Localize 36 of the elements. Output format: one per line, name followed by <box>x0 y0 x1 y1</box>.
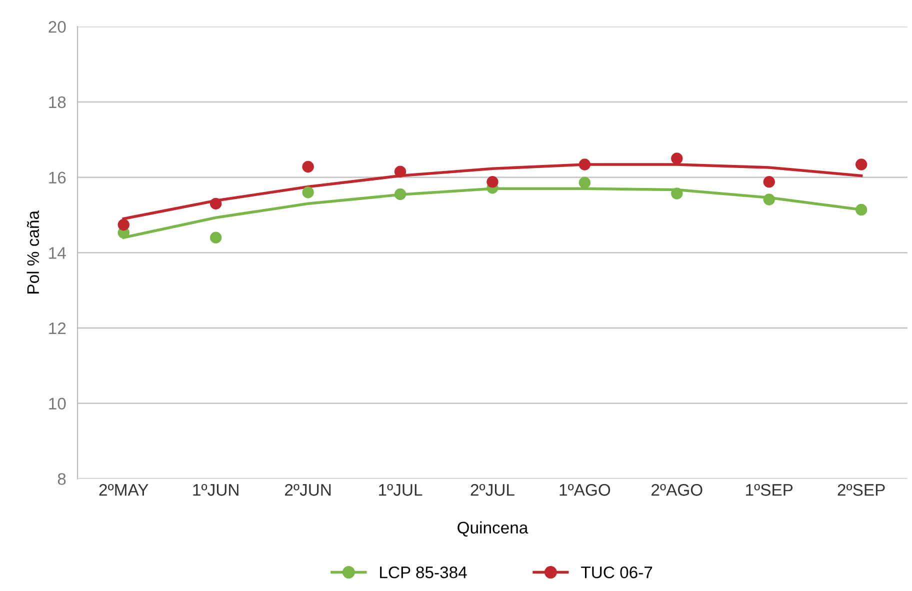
x-tick-label: 2ºSEP <box>838 484 885 496</box>
point <box>118 218 130 231</box>
point <box>855 204 868 216</box>
legend-label: LCP 85-384 <box>380 566 467 578</box>
y-tick-label: 16 <box>49 172 66 184</box>
y-tick-label: 20 <box>48 20 66 33</box>
point <box>210 198 222 210</box>
point <box>486 176 498 188</box>
y-tick-label: 12 <box>49 322 66 334</box>
x-tick-label: 2ºJUL <box>470 484 514 496</box>
point <box>578 176 591 188</box>
point <box>302 186 314 198</box>
point <box>855 158 868 170</box>
x-tick-label: 1ºJUN <box>193 484 238 496</box>
y-tick-label: 18 <box>49 96 66 108</box>
point <box>763 194 775 206</box>
point <box>394 188 406 200</box>
x-tick-label: 2ºAGO <box>652 484 702 496</box>
y-tick-label: 8 <box>58 473 66 485</box>
point <box>763 176 775 188</box>
x-tick-label: 1ºJUL <box>379 484 422 496</box>
point <box>302 160 314 173</box>
point <box>671 188 683 200</box>
x-axis-title: Quincena <box>458 521 528 537</box>
x-tick-label: 2ºMAY <box>99 484 148 496</box>
point <box>210 232 222 244</box>
y-tick-label: 10 <box>49 398 66 410</box>
y-axis-title: Pol % caña <box>26 210 40 294</box>
legend-label: TUC 06-7 <box>581 566 652 578</box>
y-tick-label: 14 <box>49 247 66 259</box>
point <box>394 166 406 178</box>
x-tick-label: 2ºJUN <box>285 484 331 496</box>
x-tick-label: 1ºSEP <box>746 484 793 496</box>
x-tick-label: 1ºAGO <box>560 484 610 496</box>
point <box>671 152 683 164</box>
point <box>578 158 591 170</box>
